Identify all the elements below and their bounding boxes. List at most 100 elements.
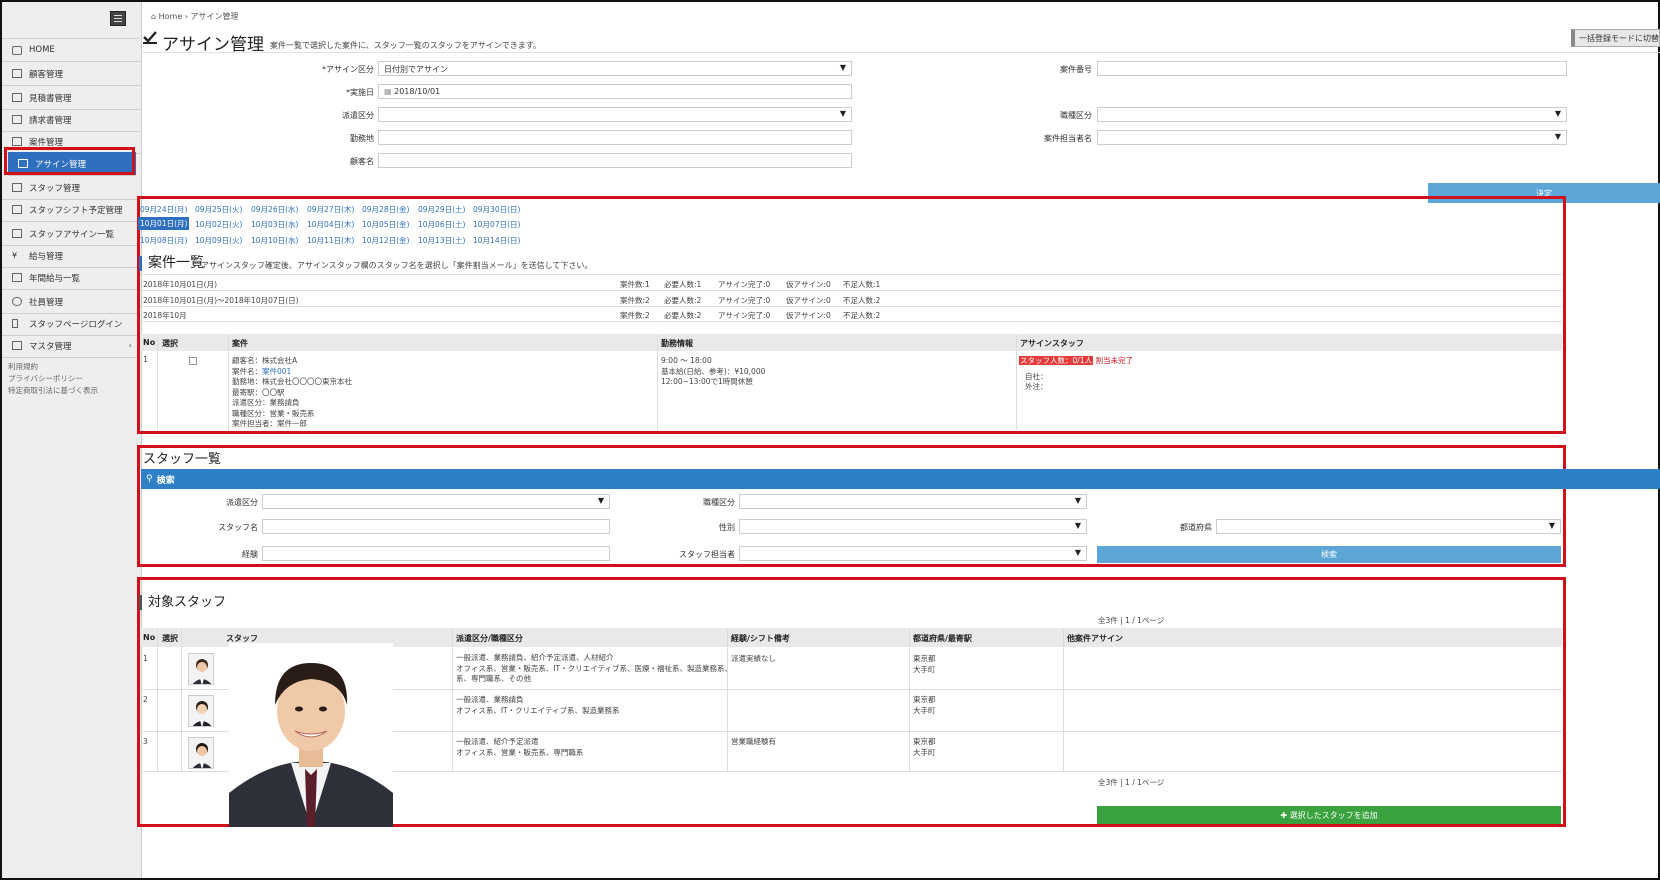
divider [181, 628, 182, 771]
dispatch-type-select[interactable]: ▼ [378, 107, 852, 122]
date-link[interactable]: 10月09日(火) [195, 236, 243, 245]
summary-period: 2018年10月01日(月)～2018年10月07日(日) [143, 296, 299, 305]
external-staff: 外注： [1025, 382, 1048, 391]
date-link[interactable]: 10月02日(火) [195, 220, 243, 229]
project-owner-select[interactable]: ▼ [1097, 130, 1567, 145]
sidebar-item-invoices[interactable]: 請求書管理 [2, 108, 140, 132]
staff-list-title: スタッフ一覧 [143, 452, 222, 467]
privacy-link[interactable]: プライバシーポリシー [8, 374, 83, 383]
check-icon [18, 159, 28, 168]
date-link[interactable]: 10月11日(木) [307, 236, 355, 245]
assign-type-select[interactable]: 日付別でアサイン ▼ [378, 61, 852, 76]
project-table-header [140, 334, 1562, 351]
staff-name-input[interactable] [262, 519, 610, 534]
divider [140, 321, 1562, 322]
date-link[interactable]: 10月03日(水) [251, 220, 299, 229]
date-link[interactable]: 09月29日(土) [418, 205, 466, 214]
staff-dispatch-select[interactable]: ▼ [262, 494, 610, 509]
summary-done: アサイン完了:0 [718, 311, 771, 320]
staff-search-button[interactable]: 検索 [1097, 546, 1561, 563]
commercial-law-link[interactable]: 特定商取引法に基づく表示 [8, 386, 98, 395]
sidebar: HOME 顧客管理 見積書管理 請求書管理 案件管理 アサイン管理 スタッフ管理… [2, 2, 142, 878]
row-no: 2 [143, 695, 148, 704]
sidebar-item-annual-salary[interactable]: 年間給与一覧 [2, 266, 140, 290]
sidebar-item-salary[interactable]: ¥ 給与管理 [2, 244, 140, 268]
sidebar-item-label: 年間給与一覧 [29, 273, 81, 284]
date-link[interactable]: 10月12日(金) [362, 236, 410, 245]
date-link[interactable]: 09月24日(月) [140, 205, 188, 214]
date-link[interactable]: 10月10日(水) [251, 236, 299, 245]
bulk-mode-button[interactable]: 一括登録モードに切替 [1571, 29, 1660, 47]
sidebar-item-staff-assign-list[interactable]: スタッフアサイン一覧 [2, 222, 140, 246]
row-no: 3 [143, 737, 148, 746]
staff-avatar [188, 653, 214, 685]
add-selected-staff-button[interactable]: ✚ 選択したスタッフを追加 [1097, 806, 1561, 824]
divider [228, 334, 229, 430]
project-name-link[interactable]: 案件001 [262, 366, 292, 376]
home-icon [12, 45, 22, 55]
date-link[interactable]: 10月13日(土) [418, 236, 466, 245]
staff-prefecture: 東京都 [913, 654, 936, 663]
sidebar-item-label: 請求書管理 [29, 115, 72, 126]
date-link[interactable]: 10月04日(木) [307, 220, 355, 229]
breadcrumb-home[interactable]: Home [158, 12, 183, 21]
sidebar-item-staff-login[interactable]: スタッフページログイン [2, 312, 140, 336]
menu-toggle-icon[interactable] [110, 11, 126, 26]
prefecture-select[interactable]: ▼ [1216, 519, 1561, 534]
customer-name-input[interactable] [378, 153, 852, 168]
staff-dispatch: 一般派遣、業務請負 オフィス系、IT・クリエイティブ系、製造業務系 [456, 695, 620, 716]
staff-name-label: スタッフ名 [218, 523, 258, 532]
target-staff-title: 対象スタッフ [139, 595, 226, 610]
gender-select[interactable]: ▼ [739, 519, 1087, 534]
date-link[interactable]: 09月26日(水) [251, 205, 299, 214]
column-staff: スタッフ [226, 634, 258, 643]
date-link[interactable]: 10月14日(日) [473, 236, 521, 245]
date-link[interactable]: 10月05日(金) [362, 220, 410, 229]
date-link[interactable]: 09月28日(金) [362, 205, 410, 214]
project-station: 最寄駅：〇〇駅 [232, 387, 285, 397]
date-link[interactable]: 09月30日(日) [473, 205, 521, 214]
date-input[interactable]: ▦ 2018/10/01 [378, 84, 852, 99]
sidebar-item-label: スタッフ管理 [29, 183, 81, 194]
dispatch-types: 一般派遣、紹介予定派遣 [456, 737, 539, 746]
date-link[interactable]: 09月25日(火) [195, 205, 243, 214]
page-description: 案件一覧で選択した案件に、スタッフ一覧のスタッフをアサインできます。 [270, 41, 541, 50]
search-panel-header[interactable]: ⚲ 検索 [141, 469, 1660, 489]
sidebar-item-home[interactable]: HOME [2, 38, 140, 62]
dropdown-arrow-icon: ▼ [1074, 496, 1081, 505]
staff-job-select[interactable]: ▼ [739, 494, 1087, 509]
sidebar-item-estimates[interactable]: 見積書管理 [2, 86, 140, 110]
date-link[interactable]: 09月27日(木) [307, 205, 355, 214]
staff-owner-select[interactable]: ▼ [739, 546, 1087, 561]
date-link[interactable]: 10月06日(土) [418, 220, 466, 229]
job-type-label: 職種区分 [1060, 111, 1092, 120]
sidebar-item-customers[interactable]: 顧客管理 [2, 62, 140, 86]
terms-link[interactable]: 利用規約 [8, 362, 38, 371]
project-list-note: アサインスタッフ確定後、アサインスタッフ欄のスタッフ名を選択し「案件割当メール」… [201, 261, 593, 270]
summary-done: アサイン完了:0 [718, 280, 771, 289]
job-types-cont: 系、専門職系、その他 [456, 674, 531, 683]
experience-input[interactable] [262, 546, 610, 561]
date-link[interactable]: 10月07日(日) [473, 220, 521, 229]
project-select-checkbox[interactable] [189, 357, 197, 365]
project-owner: 案件担当者：案件一郎 [232, 419, 307, 428]
work-place-input[interactable] [378, 130, 852, 145]
date-link-selected[interactable]: 10月01日(月) [138, 217, 190, 230]
divider [727, 628, 728, 771]
job-type-select[interactable]: ▼ [1097, 107, 1567, 122]
staff-station: 大手町 [913, 705, 936, 715]
date-link[interactable]: 10月08日(月) [140, 236, 188, 245]
sidebar-item-staff[interactable]: スタッフ管理 [2, 176, 140, 200]
divider [1016, 334, 1017, 430]
pagination-bottom: 全3件 | 1 / 1ページ [1098, 778, 1165, 787]
sidebar-item-staff-shift[interactable]: スタッフシフト予定管理 [2, 198, 140, 222]
column-project: 案件 [232, 339, 248, 348]
sidebar-item-label: スタッフシフト予定管理 [29, 205, 123, 216]
column-no: No [143, 338, 156, 347]
project-no-input[interactable] [1097, 61, 1567, 76]
staff-area: 東京都 大手町 [913, 737, 936, 758]
sidebar-item-employees[interactable]: 社員管理 [2, 290, 140, 314]
sidebar-item-master[interactable]: マスタ管理 ‹ [2, 334, 140, 358]
summary-short: 不足人数:2 [843, 296, 881, 305]
staff-experience: 営業職経験有 [731, 737, 776, 746]
